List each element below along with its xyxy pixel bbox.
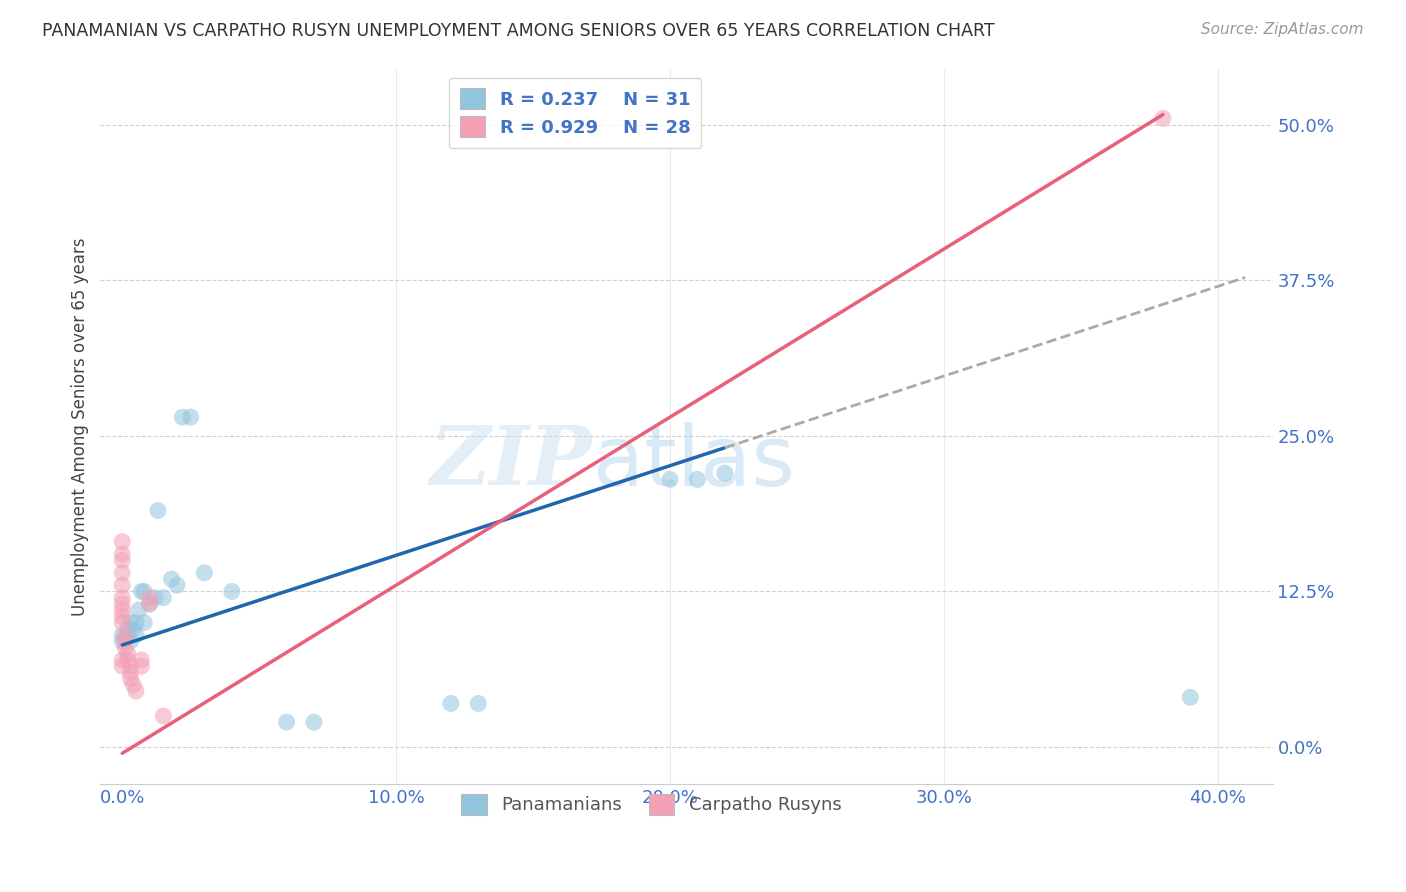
Point bbox=[131, 584, 153, 599]
Point bbox=[111, 603, 134, 617]
Point bbox=[221, 584, 243, 599]
Point bbox=[117, 653, 139, 667]
Point bbox=[122, 678, 145, 692]
Point bbox=[440, 697, 463, 711]
Point bbox=[172, 410, 194, 425]
Point bbox=[120, 672, 142, 686]
Point bbox=[152, 591, 174, 605]
Point bbox=[111, 653, 134, 667]
Point bbox=[120, 634, 142, 648]
Point bbox=[1180, 690, 1202, 705]
Point bbox=[120, 615, 142, 630]
Text: atlas: atlas bbox=[593, 422, 794, 503]
Text: Source: ZipAtlas.com: Source: ZipAtlas.com bbox=[1201, 22, 1364, 37]
Point bbox=[138, 591, 160, 605]
Point bbox=[111, 609, 134, 624]
Legend: Panamanians, Carpatho Rusyns: Panamanians, Carpatho Rusyns bbox=[450, 783, 852, 825]
Y-axis label: Unemployment Among Seniors over 65 years: Unemployment Among Seniors over 65 years bbox=[72, 237, 89, 615]
Point bbox=[111, 628, 134, 642]
Point bbox=[120, 659, 142, 673]
Text: ZIP: ZIP bbox=[430, 422, 593, 502]
Point bbox=[166, 578, 188, 592]
Point bbox=[467, 697, 489, 711]
Point bbox=[160, 572, 183, 586]
Point bbox=[134, 584, 156, 599]
Point bbox=[114, 640, 136, 655]
Point bbox=[117, 647, 139, 661]
Point bbox=[146, 503, 169, 517]
Point bbox=[180, 410, 202, 425]
Point bbox=[114, 628, 136, 642]
Point bbox=[302, 715, 325, 730]
Point bbox=[659, 472, 682, 486]
Point bbox=[120, 665, 142, 680]
Point bbox=[111, 534, 134, 549]
Point bbox=[114, 634, 136, 648]
Point bbox=[152, 709, 174, 723]
Point bbox=[111, 547, 134, 561]
Point bbox=[713, 466, 735, 480]
Point bbox=[138, 597, 160, 611]
Point bbox=[117, 622, 139, 636]
Point bbox=[111, 597, 134, 611]
Point bbox=[276, 715, 298, 730]
Point bbox=[125, 615, 148, 630]
Point bbox=[111, 659, 134, 673]
Point bbox=[111, 578, 134, 592]
Point bbox=[111, 615, 134, 630]
Point bbox=[1152, 112, 1174, 126]
Point bbox=[131, 659, 153, 673]
Text: PANAMANIAN VS CARPATHO RUSYN UNEMPLOYMENT AMONG SENIORS OVER 65 YEARS CORRELATIO: PANAMANIAN VS CARPATHO RUSYN UNEMPLOYMEN… bbox=[42, 22, 995, 40]
Point bbox=[138, 597, 160, 611]
Point bbox=[143, 591, 166, 605]
Point bbox=[111, 591, 134, 605]
Point bbox=[125, 684, 148, 698]
Point bbox=[128, 603, 150, 617]
Point bbox=[111, 553, 134, 567]
Point bbox=[193, 566, 215, 580]
Point bbox=[111, 566, 134, 580]
Point bbox=[111, 634, 134, 648]
Point bbox=[131, 653, 153, 667]
Point bbox=[134, 615, 156, 630]
Point bbox=[122, 622, 145, 636]
Point bbox=[125, 628, 148, 642]
Point bbox=[686, 472, 709, 486]
Point bbox=[117, 628, 139, 642]
